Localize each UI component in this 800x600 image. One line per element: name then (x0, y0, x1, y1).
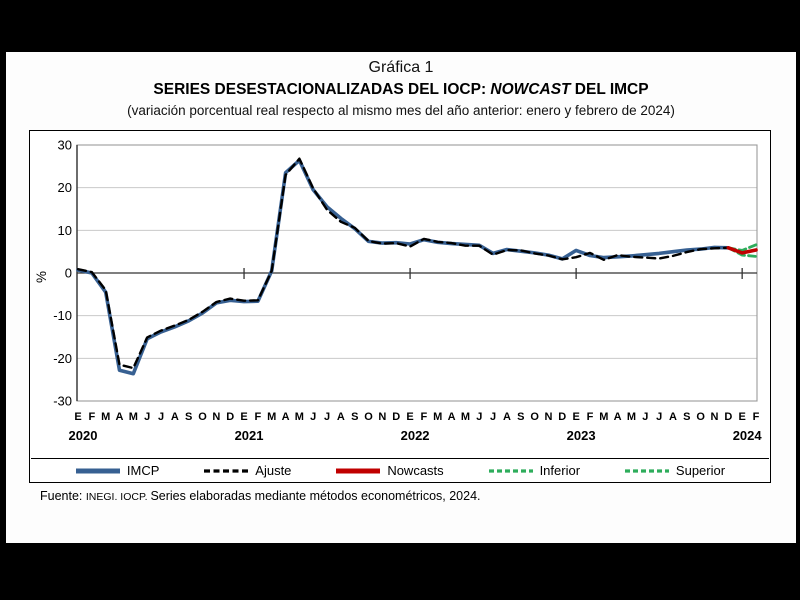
chart-title-italic: NOWCAST (490, 81, 571, 98)
legend-label-nowcasts: Nowcasts (387, 463, 444, 478)
svg-text:A: A (337, 411, 345, 423)
svg-text:J: J (490, 411, 496, 423)
svg-text:N: N (544, 411, 552, 423)
svg-text:J: J (476, 411, 482, 423)
svg-text:F: F (753, 411, 760, 423)
svg-text:M: M (101, 411, 110, 423)
svg-text:A: A (282, 411, 290, 423)
svg-text:-20: -20 (53, 351, 72, 366)
svg-text:A: A (614, 411, 622, 423)
svg-text:S: S (683, 411, 690, 423)
svg-text:A: A (116, 411, 124, 423)
chart-frame: 30 20 10 0 -10 -20 -30% E F M A M J J A S O N D E F M A M J J A S O N… (29, 130, 771, 483)
svg-text:-30: -30 (53, 394, 72, 409)
legend-item-nowcasts: Nowcasts (335, 463, 444, 478)
svg-text:D: D (392, 411, 400, 423)
legend-item-superior: Superior (624, 463, 725, 478)
svg-text:2020: 2020 (69, 428, 98, 443)
svg-text:F: F (88, 411, 95, 423)
svg-text:-10: -10 (53, 308, 72, 323)
svg-text:J: J (656, 411, 662, 423)
svg-text:D: D (226, 411, 234, 423)
legend-label-superior: Superior (675, 463, 726, 478)
svg-text:J: J (310, 411, 316, 423)
legend-item-inferior: Inferior (488, 463, 580, 478)
svg-text:2023: 2023 (567, 428, 596, 443)
svg-text:2021: 2021 (235, 428, 264, 443)
svg-text:N: N (212, 411, 220, 423)
svg-text:N: N (378, 411, 386, 423)
svg-text:S: S (517, 411, 524, 423)
svg-text:A: A (171, 411, 179, 423)
svg-text:O: O (530, 411, 539, 423)
figure-caption: Gráfica 1 (368, 59, 434, 76)
svg-text:M: M (461, 411, 470, 423)
legend-item-ajuste: Ajuste (203, 463, 291, 478)
chart-subtitle: (variación porcentual real respecto al m… (127, 103, 675, 118)
svg-text:E: E (406, 411, 413, 423)
ajuste-dash-swatch-icon (204, 468, 249, 473)
legend-label-inferior: Inferior (539, 463, 581, 478)
svg-text:A: A (503, 411, 511, 423)
svg-text:M: M (295, 411, 304, 423)
svg-text:2024: 2024 (733, 428, 763, 443)
source-prefix: Fuente: (40, 489, 86, 503)
svg-text:J: J (158, 411, 164, 423)
svg-text:M: M (433, 411, 442, 423)
source-text: Series elaboradas mediante métodos econo… (150, 489, 481, 503)
legend: IMCP Ajuste Nowcasts Inferior Superior (31, 458, 769, 482)
svg-text:D: D (558, 411, 566, 423)
chart-page: Gráfica 1 SERIES DESESTACIONALIZADAS DEL… (6, 52, 796, 543)
svg-text:A: A (669, 411, 677, 423)
svg-text:10: 10 (58, 223, 72, 238)
svg-text:S: S (185, 411, 192, 423)
source-institution: INEGI. IOCP. (85, 491, 151, 503)
svg-text:D: D (724, 411, 732, 423)
svg-text:N: N (711, 411, 719, 423)
svg-text:30: 30 (58, 138, 72, 153)
svg-text:M: M (627, 411, 636, 423)
svg-text:%: % (34, 271, 49, 283)
svg-text:E: E (572, 411, 579, 423)
legend-item-imcp: IMCP (75, 463, 160, 478)
svg-text:2022: 2022 (401, 428, 430, 443)
imcp-line-swatch-icon (75, 468, 120, 473)
svg-text:J: J (324, 411, 330, 423)
svg-text:J: J (642, 411, 648, 423)
svg-text:E: E (738, 411, 745, 423)
svg-text:J: J (144, 411, 150, 423)
svg-text:M: M (267, 411, 276, 423)
chart-title: SERIES DESESTACIONALIZADAS DEL IOCP: NOW… (6, 81, 796, 99)
superior-dash-swatch-icon (624, 468, 669, 473)
svg-text:F: F (421, 411, 428, 423)
legend-label-ajuste: Ajuste (255, 463, 292, 478)
svg-text:F: F (587, 411, 594, 423)
chart-title-plain: SERIES DESESTACIONALIZADAS DEL IOCP: (153, 81, 491, 98)
svg-text:M: M (129, 411, 138, 423)
svg-text:S: S (351, 411, 358, 423)
chart-title-tail: DEL IMCP (570, 81, 649, 98)
svg-text:A: A (448, 411, 456, 423)
svg-text:E: E (74, 411, 81, 423)
svg-text:0: 0 (65, 266, 72, 281)
inferior-dash-swatch-icon (488, 468, 533, 473)
svg-text:20: 20 (58, 180, 72, 195)
svg-text:E: E (240, 411, 247, 423)
nowcasts-line-swatch-icon (336, 468, 381, 473)
source-note: Fuente: INEGI. IOCP. Series elaboradas m… (40, 489, 760, 503)
svg-text:O: O (364, 411, 373, 423)
svg-text:O: O (198, 411, 207, 423)
svg-text:M: M (599, 411, 608, 423)
legend-label-imcp: IMCP (126, 463, 160, 478)
svg-text:O: O (696, 411, 705, 423)
svg-text:F: F (255, 411, 262, 423)
